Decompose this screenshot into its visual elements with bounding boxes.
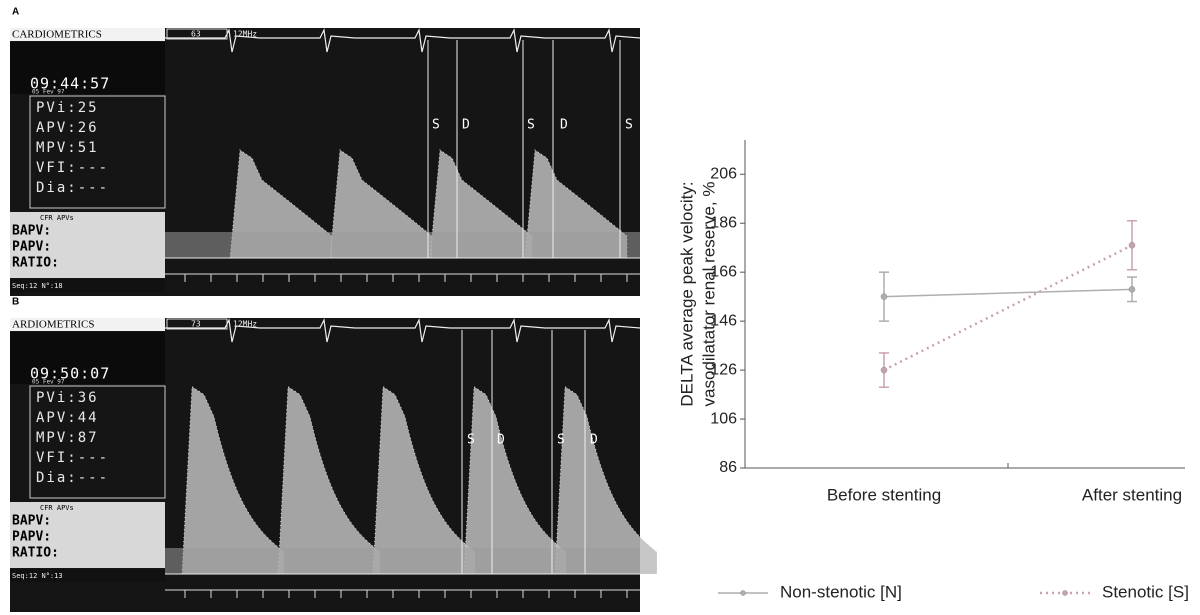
ecg-box [166,28,228,40]
doppler-waveform [330,150,432,258]
clock-time: 09:44:57 [30,75,110,93]
readings-box [29,385,166,499]
date: 05 Fev 97 [32,379,65,386]
sequence: Seq:12 N°:13 [12,572,63,580]
brand: ARDIOMETRICS [12,319,95,331]
data-point [1128,242,1136,249]
doppler-speckle [277,385,381,575]
reading: PVi:36 [36,390,99,406]
ratio-label: RATIO: [12,546,59,561]
y-axis-label: DELTA average peak velocity: [677,181,696,406]
marker-label: D [497,433,505,448]
baseline-fill [165,548,640,574]
sequence-bar [10,279,165,292]
frequency: 12MHz [233,30,257,39]
cfr-box [10,502,165,568]
ratio-label: BAPV: [12,224,51,239]
legend-marker [1062,590,1068,596]
brand-bar [10,28,165,41]
top-value: 63 [191,30,201,39]
marker-label: S [625,118,633,133]
ecg-trace [165,317,641,343]
y-tick-label: 186 [710,214,737,231]
date: 05 Fev 97 [32,89,65,96]
doppler-waveform [525,150,627,258]
sequence: Seq:12 N°:18 [12,282,63,290]
reading: VFI:--- [36,160,109,176]
series-line [883,288,1133,298]
reading: APV:44 [36,410,99,426]
marker-label: D [560,118,568,133]
reading: Dia:--- [36,180,109,196]
data-point [880,366,888,374]
marker-label: S [557,433,565,448]
baseline-fill [165,232,640,258]
y-tick-label: 86 [719,459,737,476]
ratio-label: PAPV: [12,530,51,545]
marker-label: S [432,118,440,133]
marker-label: S [527,118,535,133]
sequence-bar [10,569,165,582]
y-axis-label: vasodilatator renal reserve, % [699,182,718,407]
data-point [1128,286,1136,293]
doppler-waveform [230,150,332,258]
cfr-box [10,212,165,278]
reading: MPV:51 [36,140,99,156]
ratio-label: PAPV: [12,240,51,255]
y-tick-label: 146 [710,312,737,329]
ecg-trace [165,27,641,53]
doppler-speckle [463,385,567,575]
series-line [883,244,1133,372]
y-tick-label: 206 [710,165,737,182]
legend-marker [740,590,746,596]
legend-label: Stenotic [S] [1102,582,1189,601]
doppler-speckle [181,385,285,575]
y-tick-label: 166 [710,263,737,280]
time-box [10,332,165,384]
brand: CARDIOMETRICS [12,29,102,41]
marker-label: S [467,433,475,448]
panel-label: B [12,297,19,308]
doppler-waveform [430,150,532,258]
top-value: 73 [191,320,201,329]
y-tick-label: 126 [710,361,737,378]
time-box [10,42,165,94]
cfr-title: CFR APVs [40,504,74,512]
brand-bar [10,318,165,331]
x-tick-label: Before stenting [827,485,941,504]
panel-label: A [12,7,19,18]
frequency: 12MHz [233,320,257,329]
reading: MPV:87 [36,430,99,446]
marker-label: D [462,118,470,133]
clock-time: 09:50:07 [30,365,110,383]
doppler-speckle [554,385,658,575]
ratio-label: RATIO: [12,256,59,271]
legend-label: Non-stenotic [N] [780,582,902,601]
marker-label: D [590,433,598,448]
ecg-box [166,318,228,330]
readings-box [29,95,166,209]
doppler-speckle [372,385,476,575]
y-tick-label: 106 [710,410,737,427]
reading: Dia:--- [36,470,109,486]
x-tick-label: After stenting [1082,485,1182,504]
ratio-label: BAPV: [12,514,51,529]
reading: PVi:25 [36,100,99,116]
data-point [880,293,888,300]
reading: VFI:--- [36,450,109,466]
cfr-title: CFR APVs [40,214,74,222]
reading: APV:26 [36,120,99,136]
